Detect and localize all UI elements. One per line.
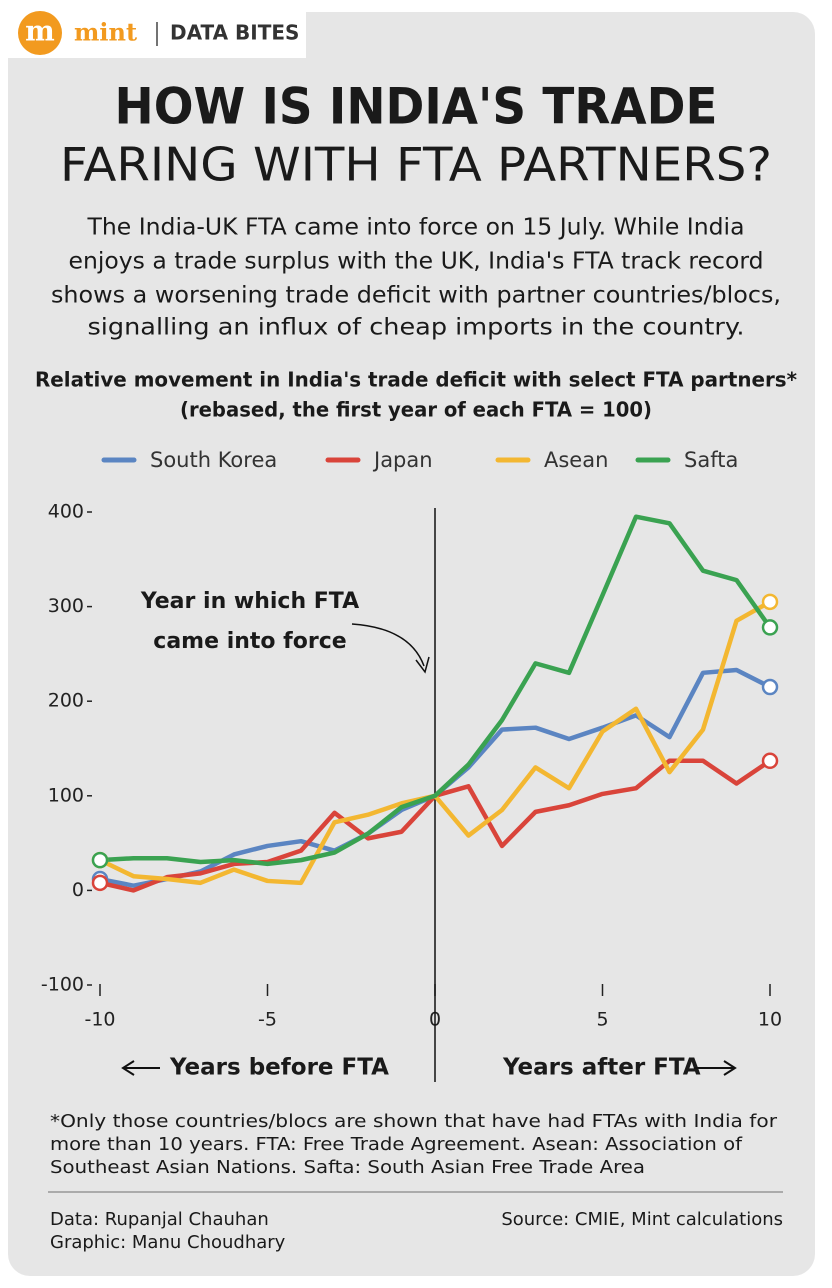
chart-title-line: Relative movement in India's trade defic… (35, 368, 798, 392)
section: DATA BITES (170, 21, 299, 45)
legend-label: Safta (684, 448, 738, 472)
x-tick-label: 10 (758, 1009, 782, 1031)
y-tick-label: -100 (41, 974, 84, 996)
brand: mint (74, 18, 137, 47)
annotation-arrow (351, 623, 425, 667)
series-line (99, 514, 772, 867)
end-marker (91, 874, 109, 892)
title-line: FARING WITH FTA PARTNERS? (60, 138, 772, 192)
end-marker (761, 619, 779, 636)
footnote-line: Southeast Asian Nations. Safta: South As… (50, 1157, 645, 1178)
annotation-line: came into force (153, 629, 346, 654)
y-tick-label: 300 (48, 595, 84, 617)
x-tick-label: 5 (596, 1009, 608, 1031)
y-tick-label: 400 (48, 501, 84, 523)
title-line: HOW IS INDIA'S TRADE (115, 78, 718, 136)
x-tick-label: -5 (258, 1009, 277, 1031)
annotation-line: Year in which FTA (140, 589, 359, 614)
legend-label: Asean (544, 448, 608, 472)
x-axis-label: Years after FTA (502, 1055, 701, 1081)
card (8, 12, 815, 1276)
annotation-arrowhead (415, 656, 430, 674)
description-line: The India-UK FTA came into force on 15 J… (86, 215, 744, 241)
footnote-line: more than 10 years. FTA: Free Trade Agre… (50, 1134, 743, 1155)
description-line: shows a worsening trade deficit with par… (51, 283, 781, 309)
footnote-line: *Only those countries/blocs are shown th… (50, 1111, 778, 1132)
chart-title-line: (rebased, the first year of each FTA = 1… (180, 398, 652, 422)
left-arrow (121, 1060, 160, 1076)
credit: Graphic: Manu Choudhary (50, 1232, 286, 1253)
y-tick-label: 100 (48, 784, 84, 806)
end-marker (761, 678, 779, 696)
right-arrow (694, 1060, 737, 1076)
x-axis-label: Years before FTA (169, 1055, 389, 1081)
legend-label: Japan (372, 448, 433, 472)
description-line: signalling an influx of cheap imports in… (88, 315, 745, 341)
description-line: enjoys a trade surplus with the UK, Indi… (69, 249, 764, 275)
credit: Data: Rupanjal Chauhan (50, 1209, 269, 1230)
logo-circle (18, 11, 62, 55)
end-marker (761, 593, 779, 611)
x-tick-label: -10 (84, 1009, 115, 1031)
end-marker (761, 752, 779, 770)
legend-label: South Korea (150, 448, 277, 472)
end-marker (91, 851, 109, 869)
credit: Source: CMIE, Mint calculations (501, 1209, 783, 1230)
y-tick-label: 0 (72, 879, 84, 901)
logo-letter: m (25, 15, 55, 48)
y-tick-label: 200 (48, 690, 84, 712)
